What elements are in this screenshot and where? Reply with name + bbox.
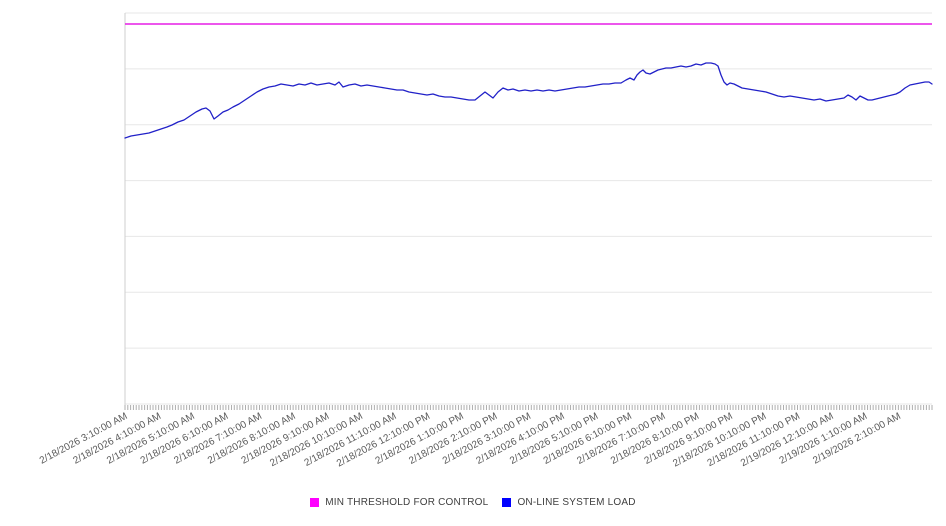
min-threshold-swatch-icon xyxy=(310,498,320,507)
legend-item-online-system-load: ON-LINE SYSTEM LOAD xyxy=(502,497,636,508)
legend-label-online-system-load: ON-LINE SYSTEM LOAD xyxy=(517,497,636,508)
legend-item-min-threshold: MIN THRESHOLD FOR CONTROL xyxy=(310,497,488,508)
gridlines xyxy=(125,12,932,405)
x-axis-labels: 2/18/2026 3:10:00 AM2/18/2026 4:10:00 AM… xyxy=(38,411,903,470)
line-chart: 2/18/2026 3:10:00 AM2/18/2026 4:10:00 AM… xyxy=(38,12,933,470)
online-system-load-swatch-icon xyxy=(502,498,512,507)
legend-label-min-threshold: MIN THRESHOLD FOR CONTROL xyxy=(325,497,489,508)
online-system-load-line xyxy=(124,62,933,139)
chart-legend: MIN THRESHOLD FOR CONTROL ON-LINE SYSTEM… xyxy=(0,497,946,508)
x-axis-ticks xyxy=(124,405,933,410)
